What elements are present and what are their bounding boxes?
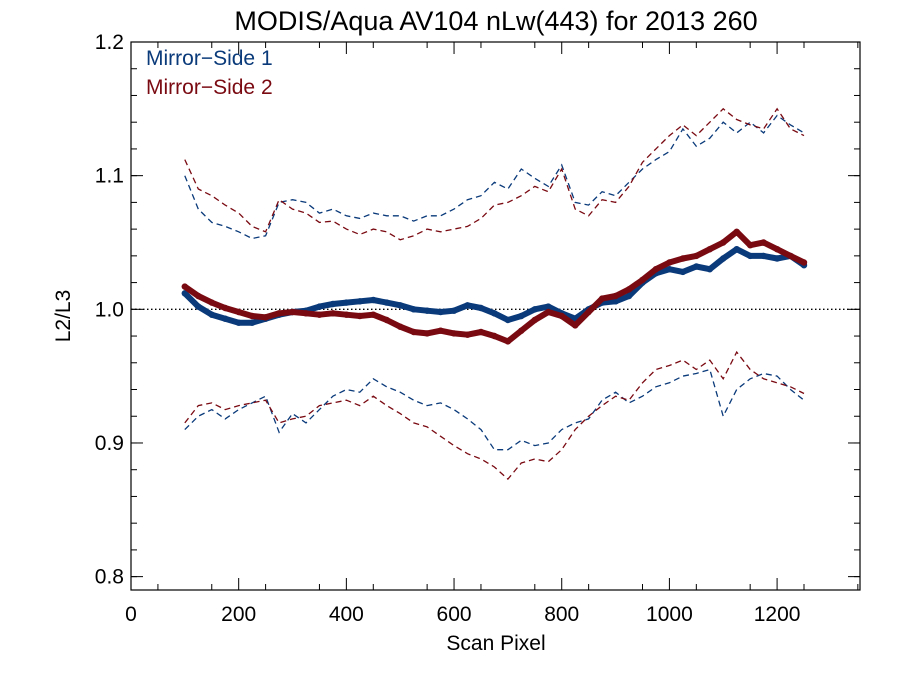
y-tick-label: 1.1	[95, 165, 124, 188]
y-tick-label: 1.0	[95, 298, 124, 321]
series-2-mean-trace	[181, 228, 807, 345]
series-2-lower-bound	[184, 350, 805, 481]
series-2-upper-bound	[184, 107, 805, 241]
legend-entry-mirror-side-1: Mirror−Side 1	[146, 47, 273, 70]
legend: Mirror−Side 1 Mirror−Side 2	[146, 47, 273, 99]
chart-title: MODIS/Aqua AV104 nLw(443) for 2013 260	[234, 6, 757, 36]
x-axis-title: Scan Pixel	[446, 632, 545, 655]
x-tick-label: 600	[437, 603, 472, 626]
plot-frame	[130, 41, 861, 591]
x-tick-label: 800	[544, 603, 579, 626]
x-tick-label: 400	[329, 603, 364, 626]
series-1-lower-bound	[184, 368, 805, 451]
y-axis-title: L2/L3	[52, 290, 75, 343]
x-tick-label: 0	[125, 603, 137, 626]
x-tick-label: 1200	[754, 603, 801, 626]
plot-area	[131, 107, 860, 481]
tick-labels: 0 200 400 600 800 1000 1200 0.8 0.9 1.0 1.1 1.2	[95, 31, 801, 626]
y-tick-label: 0.8	[95, 566, 124, 589]
x-tick-label: 1000	[646, 603, 693, 626]
series-1-upper-bound	[184, 114, 805, 240]
y-tick-label: 1.2	[95, 31, 124, 54]
x-tick-label: 200	[221, 603, 256, 626]
y-tick-label: 0.9	[95, 432, 124, 455]
legend-entry-mirror-side-2: Mirror−Side 2	[146, 76, 273, 99]
